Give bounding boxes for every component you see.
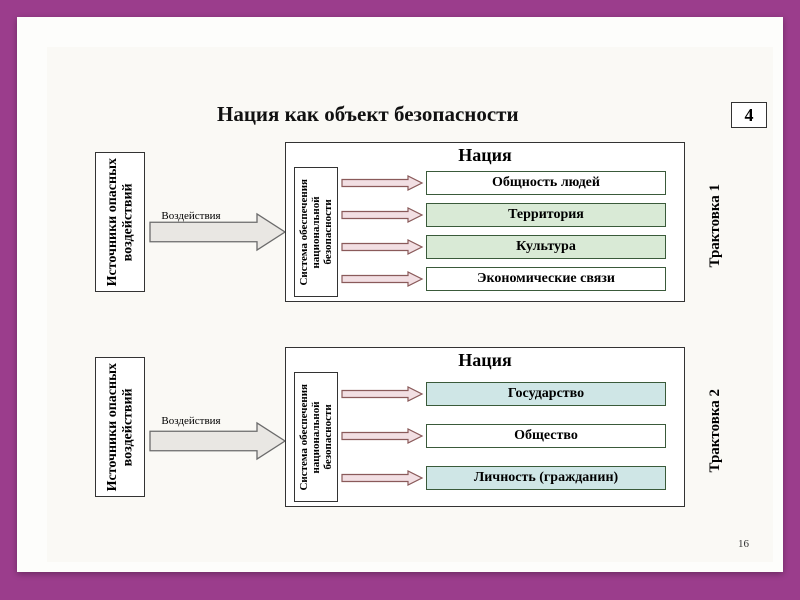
system-box: Система обеспечениянациональнойбезопасно… (294, 372, 338, 502)
system-label: Система обеспечениянациональнойбезопасно… (298, 384, 334, 491)
arrow-small (342, 471, 422, 485)
title-row: Нация как объект безопасности 4 (107, 102, 767, 134)
footer-page-number: 16 (738, 538, 749, 550)
arrow-big (150, 423, 285, 459)
slide-number-box: 4 (731, 102, 767, 128)
nation-item: Государство (426, 382, 666, 406)
system-box: Система обеспечениянациональнойбезопасно… (294, 167, 338, 297)
impact-label: Воздействия (155, 415, 227, 427)
source-label: Источники опасныхвоздействий (105, 158, 136, 286)
arrow-small (342, 387, 422, 401)
nation-item: Культура (426, 235, 666, 259)
arrow-small (342, 176, 422, 190)
nation-title: Нация (286, 145, 684, 166)
nation-item: Экономические связи (426, 267, 666, 291)
nation-box: Нация Система обеспечениянациональнойбез… (285, 347, 685, 507)
arrow-small (342, 240, 422, 254)
system-label: Система обеспечениянациональнойбезопасно… (298, 179, 334, 286)
paper: Нация как объект безопасности 4 Источник… (47, 47, 773, 562)
nation-item: Личность (гражданин) (426, 466, 666, 490)
nation-item: Территория (426, 203, 666, 227)
impact-label: Воздействия (155, 210, 227, 222)
diagram-2: Источники опасныхвоздействийВоздействия … (95, 347, 765, 517)
page-title: Нация как объект безопасности (217, 102, 519, 127)
interpretation-label: Трактовка 1 (700, 161, 730, 291)
page: Нация как объект безопасности 4 Источник… (17, 17, 783, 572)
source-label: Источники опасныхвоздействий (105, 363, 136, 491)
nation-box: Нация Система обеспечениянациональнойбез… (285, 142, 685, 302)
nation-title: Нация (286, 350, 684, 371)
nation-item: Общество (426, 424, 666, 448)
source-box: Источники опасныхвоздействий (95, 152, 145, 292)
interpretation-label: Трактовка 2 (700, 366, 730, 496)
nation-item: Общность людей (426, 171, 666, 195)
source-box: Источники опасныхвоздействий (95, 357, 145, 497)
arrow-small (342, 429, 422, 443)
arrow-small (342, 208, 422, 222)
diagram-1: Источники опасныхвоздействийВоздействия … (95, 142, 765, 312)
arrow-small (342, 272, 422, 286)
